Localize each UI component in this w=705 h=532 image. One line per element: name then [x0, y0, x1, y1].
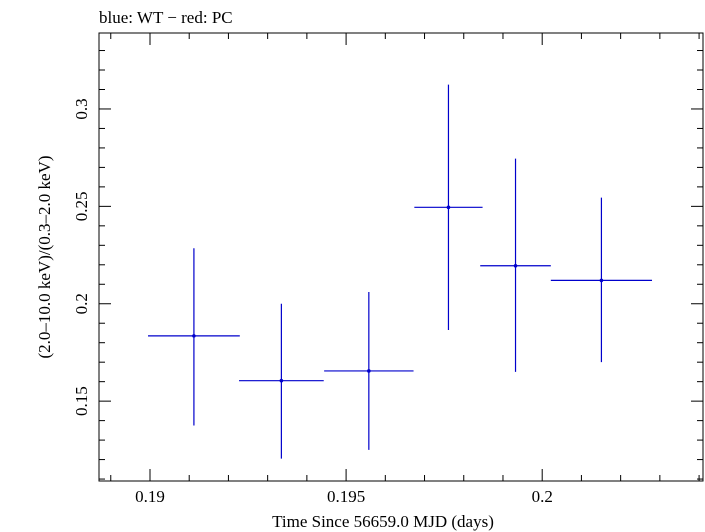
- y-tick-label: 0.2: [72, 293, 91, 314]
- data-point: [324, 292, 414, 450]
- data-point: [239, 303, 324, 459]
- point-marker: [446, 205, 451, 210]
- data-points: [148, 84, 653, 459]
- y-tick-label: 0.25: [72, 191, 91, 221]
- point-marker: [192, 334, 196, 338]
- point-marker: [599, 278, 604, 283]
- y-axis-label: (2.0–10.0 keV)/(0.3–2.0 keV): [35, 155, 54, 358]
- point-marker: [367, 369, 371, 373]
- data-point: [148, 248, 240, 426]
- chart-title: blue: WT − red: PC: [99, 8, 233, 27]
- data-point: [480, 158, 551, 372]
- x-axis-label: Time Since 56659.0 MJD (days): [272, 512, 494, 531]
- axis-tick-labels: 0.19 0.195 0.2 0.15 0.2 0.25 0.3: [72, 98, 553, 506]
- x-tick-label: 0.195: [327, 487, 365, 506]
- point-marker: [279, 378, 284, 383]
- data-point: [550, 197, 653, 363]
- y-tick-label: 0.15: [72, 386, 91, 416]
- x-tick-label: 0.19: [135, 487, 165, 506]
- data-point: [414, 84, 483, 331]
- axis-ticks: [99, 33, 703, 481]
- point-marker: [513, 263, 518, 268]
- y-tick-label: 0.3: [72, 98, 91, 119]
- plot-frame: [98, 32, 704, 482]
- x-tick-label: 0.2: [532, 487, 553, 506]
